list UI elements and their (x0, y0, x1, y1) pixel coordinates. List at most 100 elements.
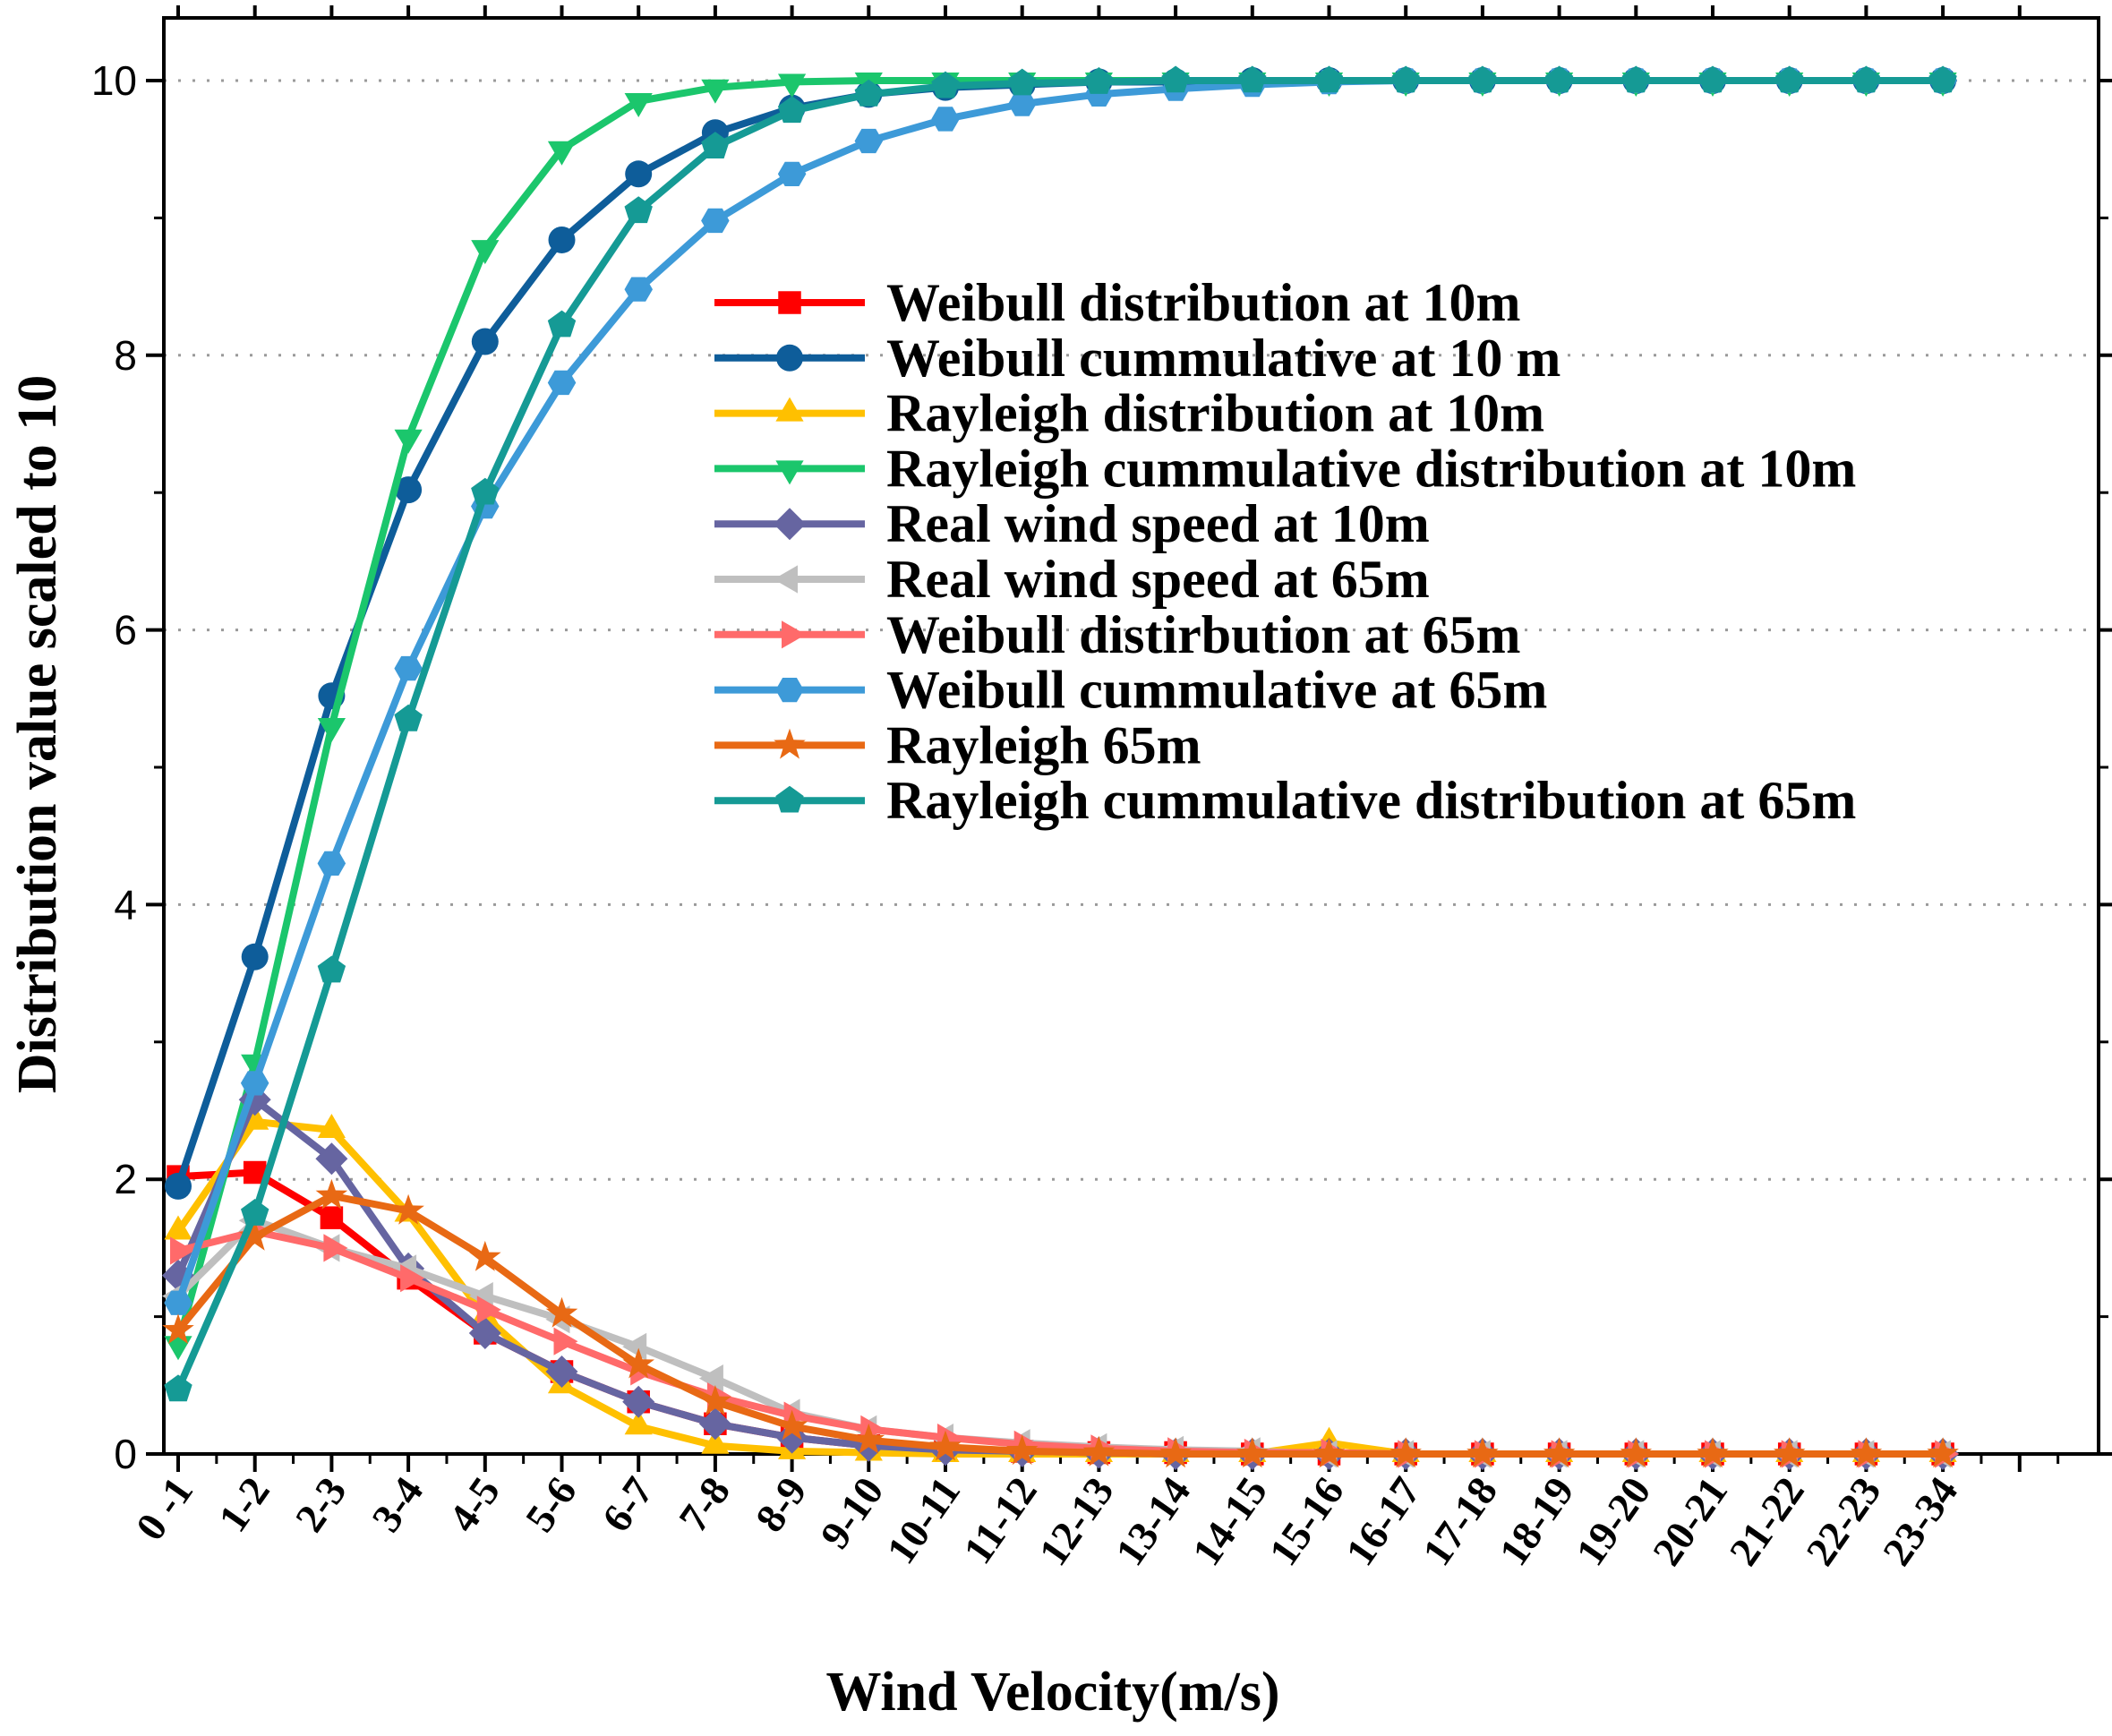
series-8 (162, 1178, 1959, 1468)
legend-item: Rayleigh 65m (714, 715, 1201, 774)
data-point (1313, 1437, 1346, 1468)
x-tick-label: 4-5 (440, 1468, 509, 1539)
data-point (164, 1374, 192, 1402)
data-point (1238, 65, 1267, 93)
x-tick-label: 10-11 (877, 1468, 969, 1571)
data-point (1543, 1437, 1576, 1468)
data-point (238, 1219, 271, 1251)
data-point (392, 1193, 424, 1225)
x-tick-label: 0 -1 (127, 1468, 202, 1548)
x-tick-label: 21-22 (1721, 1468, 1813, 1573)
legend-marker (774, 508, 806, 541)
legend-label: Weibull distribution at 10m (886, 273, 1520, 332)
data-point (170, 1236, 194, 1265)
series-line (177, 1168, 1944, 1458)
data-point (1391, 65, 1420, 93)
data-point (164, 1336, 192, 1361)
legend-marker (775, 460, 804, 485)
data-point (777, 96, 807, 124)
legend-marker (775, 678, 804, 703)
legend-item: Weibull distirbution at 65m (714, 605, 1520, 664)
legend-marker (778, 291, 801, 314)
data-point (1927, 1437, 1959, 1468)
data-point (1161, 65, 1190, 93)
x-tick-label: 1-2 (209, 1468, 278, 1539)
data-point (471, 477, 500, 505)
data-point (1621, 65, 1650, 93)
series-0 (167, 1160, 1954, 1466)
series-line (175, 1117, 1944, 1458)
data-point (624, 277, 653, 302)
legend-item: Weibull distribution at 10m (714, 273, 1520, 332)
data-point (395, 476, 423, 504)
data-point (1698, 65, 1727, 93)
x-tick-label: 16-17 (1337, 1468, 1429, 1573)
series-line (175, 1192, 1944, 1458)
y-tick-label: 10 (91, 57, 137, 104)
x-tick-label: 6-7 (593, 1468, 662, 1539)
data-point (1008, 68, 1037, 96)
x-tick-label: 19-20 (1567, 1468, 1659, 1573)
x-tick-label: 22-23 (1797, 1468, 1889, 1573)
data-point (1928, 65, 1957, 93)
data-point (1850, 1437, 1883, 1468)
data-point (162, 1313, 194, 1345)
data-point (622, 1347, 654, 1379)
data-point (394, 655, 423, 681)
data-point (929, 1430, 962, 1461)
data-point (625, 160, 653, 188)
data-point (400, 1264, 425, 1293)
legend-label: Weibull cummulative at 10 m (886, 329, 1560, 388)
data-point (471, 240, 500, 265)
x-tick-label: 15-16 (1260, 1468, 1352, 1573)
data-point (164, 1215, 192, 1240)
data-point (241, 943, 269, 971)
data-point (778, 73, 807, 98)
x-tick-label: 12-13 (1030, 1468, 1122, 1573)
data-point (476, 1296, 501, 1324)
data-point (931, 107, 960, 132)
data-point (1084, 67, 1114, 94)
data-point (315, 1178, 348, 1210)
x-tick-label: 14-15 (1184, 1468, 1276, 1573)
x-tick-label: 17-18 (1414, 1468, 1506, 1573)
data-point (1544, 65, 1574, 93)
legend-marker (775, 785, 804, 813)
x-tick-label: 23-34 (1874, 1468, 1966, 1573)
y-axis: 0 2 4 6 8 10 (91, 57, 2112, 1477)
legend-label: Rayleigh cummulative distribution at 65m (886, 771, 1856, 830)
data-point (553, 1327, 578, 1355)
data-point (854, 79, 883, 107)
x-tick-label: 20-21 (1644, 1468, 1736, 1573)
legend-item: Rayleigh cummulative distribution at 10m (714, 439, 1856, 498)
series-line (175, 1096, 1944, 1458)
data-point (701, 79, 730, 104)
data-point (1236, 1437, 1269, 1468)
x-tick-label: 18-19 (1490, 1468, 1582, 1573)
series-9 (164, 65, 1957, 1402)
legend-marker (774, 728, 806, 759)
data-point (701, 132, 730, 158)
data-point (394, 429, 423, 454)
series-2 (164, 1105, 1957, 1462)
data-point (1159, 1437, 1192, 1468)
data-point (1775, 65, 1804, 93)
data-point (1851, 65, 1881, 93)
data-point (698, 1407, 731, 1441)
data-point (622, 1385, 655, 1418)
data-point (624, 93, 653, 117)
data-point (777, 161, 807, 186)
x-axis-title: Wind Velocity(m/s) (826, 1662, 1280, 1723)
legend-item: Real wind speed at 10m (714, 494, 1430, 553)
data-point (317, 851, 346, 876)
y-axis-title: Distribution value scaled to 10 (7, 375, 68, 1094)
data-point (1773, 1437, 1806, 1468)
data-point (548, 226, 576, 253)
data-point (317, 955, 346, 983)
data-point (471, 328, 499, 355)
data-point (469, 1240, 501, 1271)
data-point (547, 310, 577, 338)
data-point (852, 1423, 885, 1454)
legend-label: Rayleigh cummulative distribution at 10m (886, 439, 1856, 498)
